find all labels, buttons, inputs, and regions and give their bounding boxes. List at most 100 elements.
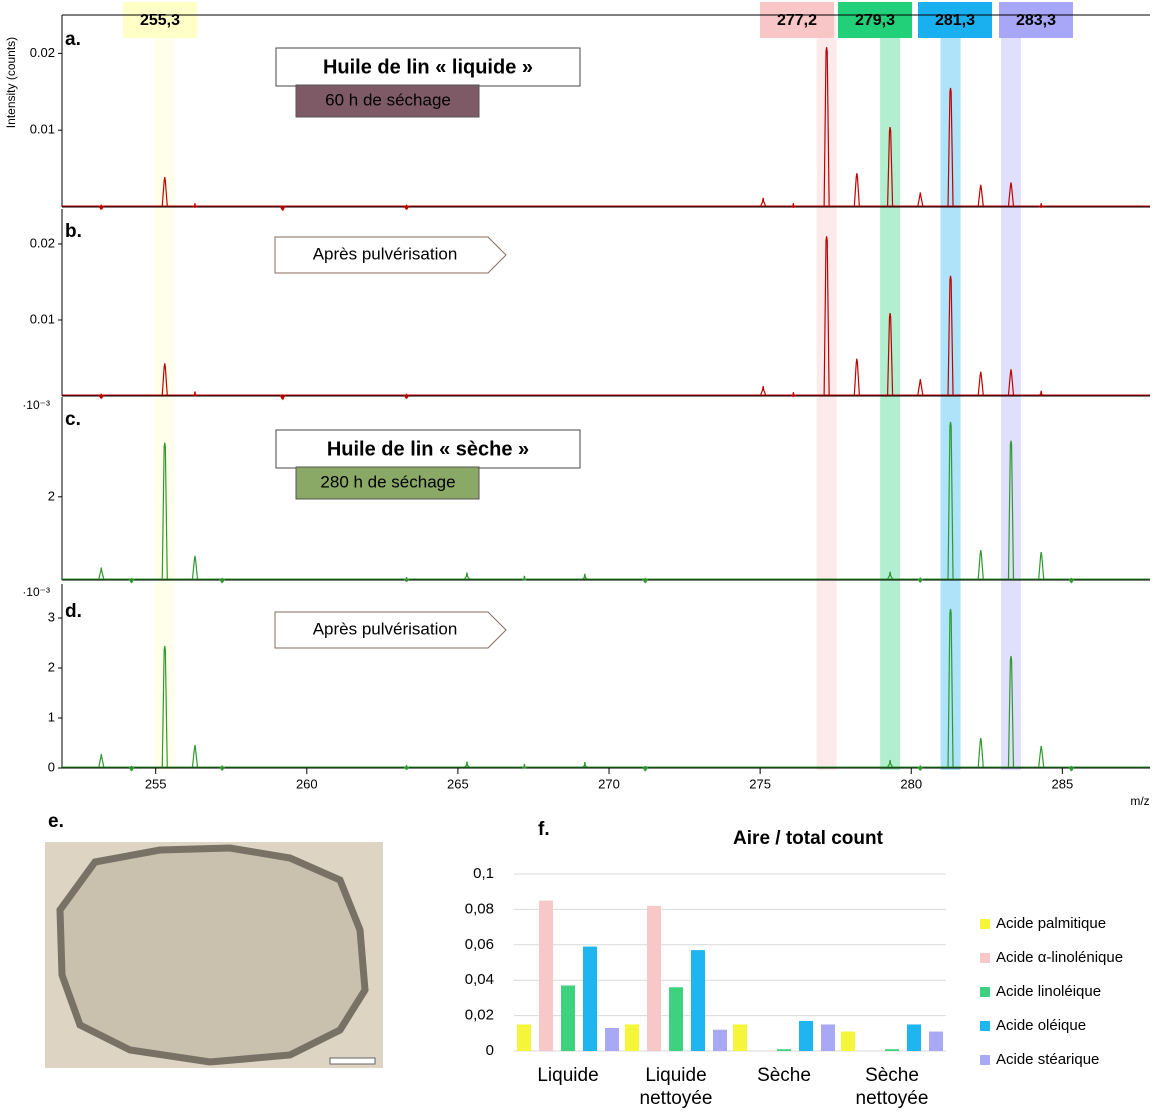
x-tick-label: Liquide [537,1065,599,1086]
y-tick-label: 0,04 [465,971,494,988]
peak [161,176,168,207]
highlight-label-box [999,2,1073,38]
highlight-band [940,15,961,770]
legend-swatch [980,919,990,929]
peak [1068,765,1075,772]
peak [403,393,410,400]
peak [521,575,528,581]
peak [1068,577,1075,584]
peak [760,197,767,207]
bar [841,1031,855,1051]
peak [790,203,797,209]
scale-bar [329,1057,376,1065]
peak [886,313,894,396]
peak [1038,203,1045,209]
x-tick-label: Liquide nettoyée [639,1065,713,1109]
bar [713,1029,727,1051]
peak [192,203,198,209]
highlight-band [1000,15,1021,770]
x-tick-label: 280 [900,776,922,791]
y-multiplier: ·10⁻³ [22,398,50,412]
y-tick-label: 0 [486,1042,494,1059]
x-tick-label: 270 [598,776,620,791]
peak [161,645,168,768]
panel-label: d. [65,601,82,622]
peak [219,765,226,771]
peak [823,47,830,207]
peak [464,761,470,768]
y-tick-label: 0 [48,759,55,774]
peak [947,608,954,768]
peak [161,442,168,580]
arrow-box [274,236,507,274]
peak [191,744,199,768]
highlight-label: 277,2 [777,12,817,29]
y-tick-label: 2 [48,488,55,503]
peak [642,765,649,772]
peak [219,577,226,584]
peak [464,572,470,580]
legend-swatch [980,953,990,963]
peak [823,236,830,396]
peak [977,737,984,768]
legend-label: Acide oléique [996,1017,1086,1034]
bar [691,950,705,1051]
bar [733,1024,747,1051]
bar [561,985,575,1051]
panel-label: e. [48,811,64,832]
highlight-band [154,15,175,770]
peak [403,764,410,771]
highlight-label-box [918,2,992,38]
legend-swatch [980,987,990,997]
y-tick-label: 0,1 [473,865,494,882]
peak [853,358,860,396]
arrow-box [274,611,507,649]
y-multiplier: ·10⁻³ [22,585,50,599]
chart-title: Aire / total count [733,828,884,849]
peak [1038,390,1044,396]
peak [403,204,410,211]
peak [98,567,105,580]
bar [647,905,661,1051]
x-tick-label: 285 [1052,776,1074,791]
peak [977,184,984,207]
peak [917,379,924,396]
x-tick-label: Sèche [757,1065,811,1086]
peak [582,761,588,768]
bar [605,1027,619,1051]
peak [279,205,286,212]
peak [977,549,984,580]
y-tick-label: 0,02 [465,1007,494,1024]
peak [98,393,105,400]
peak [1038,552,1045,580]
peak [887,571,894,580]
x-tick-label: Sèche nettoyée [855,1065,929,1109]
peak [98,753,105,768]
y-tick-label: 3 [48,609,55,624]
legend-swatch [980,1055,990,1065]
highlight-label-box [123,2,197,38]
peak [887,759,894,768]
peak [403,576,410,583]
title-box-text: Huile de lin « liquide » [323,56,533,78]
peak [1007,440,1015,580]
bar [907,1024,921,1051]
peak [760,386,767,396]
peak [642,577,649,584]
x-axis-label: m/z [1130,794,1149,808]
peak [191,555,199,580]
arrow-box-text: Après pulvérisation [313,244,458,263]
highlight-label-box [760,2,834,38]
peak [98,204,105,211]
peak [582,573,588,580]
y-tick-label: 0.01 [30,122,55,137]
peak [128,765,135,772]
peak [1007,182,1015,207]
highlight-label: 255,3 [140,12,180,29]
bar [777,1049,791,1051]
peak [947,275,954,396]
legend-swatch [980,1021,990,1031]
peak [917,192,924,207]
bar [625,1024,639,1051]
